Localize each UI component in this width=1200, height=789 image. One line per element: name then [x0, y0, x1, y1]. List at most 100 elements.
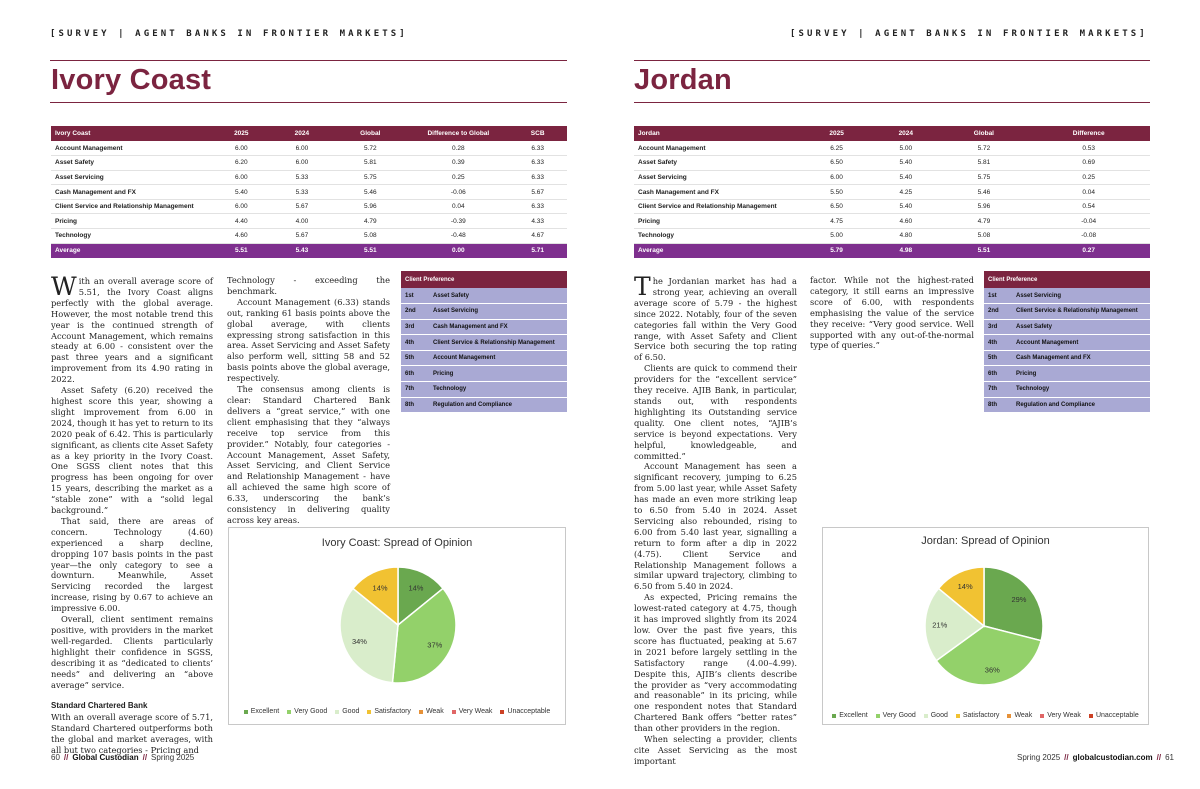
preference-label: Pricing — [429, 365, 567, 383]
table-cell: 5.96 — [332, 199, 409, 215]
rank-label: 4th — [984, 334, 1012, 351]
table-cell: 5.46 — [940, 184, 1028, 200]
legend-item: Very Weak — [451, 708, 492, 715]
legend-item: Weak — [418, 708, 444, 715]
table-cell: 0.39 — [408, 155, 509, 171]
table-cell: 4.75 — [802, 213, 872, 230]
table-cell: 6.00 — [271, 141, 333, 157]
table-cell: 5.46 — [332, 184, 409, 200]
legend-item: Unacceptable — [1088, 712, 1139, 719]
table-row: Client Service and Relationship Manageme… — [51, 199, 567, 215]
rank-label: 1st — [984, 288, 1012, 305]
row-label: Pricing — [51, 213, 211, 230]
table-cell: 4.60 — [871, 213, 941, 230]
table-cell: 5.75 — [940, 170, 1028, 186]
rank-label: 7th — [401, 381, 429, 398]
rank-label: 2nd — [984, 303, 1012, 320]
column-header: Difference — [1027, 126, 1150, 141]
header-rule — [634, 60, 1150, 61]
table-cell: 5.75 — [332, 170, 409, 186]
rank-label: 4th — [401, 334, 429, 351]
column-header: 2024 — [271, 126, 333, 141]
column-header: Jordan — [634, 126, 802, 141]
title-rule — [634, 102, 1150, 103]
legend-label: Very Weak — [1047, 712, 1081, 719]
paragraph: Overall, client sentiment remains positi… — [51, 614, 213, 690]
table-cell: 6.00 — [271, 155, 333, 171]
table-cell: 5.40 — [871, 170, 941, 186]
preference-label: Pricing — [1012, 365, 1150, 383]
table-cell: 5.40 — [871, 155, 941, 171]
table-row: Pricing 4.40 4.00 4.79 -0.39 4.33 — [51, 213, 567, 230]
row-label: Account Management — [51, 141, 211, 157]
table-cell: 4.80 — [871, 228, 941, 244]
pie-chart: Jordan: Spread of Opinion 29% 36% 21% 14% E… — [822, 527, 1149, 725]
legend-swatch — [451, 709, 456, 714]
chart-legend: Excellent Very Good Good Satisfactory Weak Ve… — [229, 708, 565, 715]
table-cell: 5.08 — [332, 228, 409, 244]
row-label: Account Management — [634, 141, 802, 157]
preference-label: Client Service & Relationship Management — [1012, 303, 1150, 320]
legend-item: Satisfactory — [367, 708, 411, 715]
preference-label: Asset Servicing — [429, 303, 567, 320]
list-item: 5th Account Management — [401, 350, 567, 367]
table-cell: 4.79 — [940, 213, 1028, 230]
chart-title: Jordan: Spread of Opinion — [921, 535, 1050, 547]
drop-cap: W — [51, 272, 77, 301]
legend-label: Unacceptable — [507, 708, 551, 715]
legend-item: Good — [923, 712, 948, 719]
list-item: 2nd Asset Servicing — [401, 303, 567, 320]
legend-swatch — [1040, 713, 1045, 718]
legend-label: Weak — [1014, 712, 1033, 719]
preference-header: Client Preference — [984, 271, 1150, 288]
data-label: 34% — [352, 637, 367, 646]
table-cell: 5.67 — [271, 199, 333, 215]
article-column-2: Technology - exceeding the benchmark. Ac… — [227, 275, 390, 526]
column-header: Ivory Coast — [51, 126, 211, 141]
pie-svg: 29% 36% 21% 14% — [924, 566, 1044, 686]
legend-swatch — [367, 709, 372, 714]
table-row: Asset Servicing 6.00 5.40 5.75 0.25 — [634, 170, 1150, 186]
table-cell: 5.00 — [871, 141, 941, 157]
preference-label: Technology — [429, 381, 567, 398]
legend-label: Unacceptable — [1095, 712, 1139, 719]
paragraph: Account Management (6.33) stands out, ra… — [227, 296, 390, 384]
row-label: Technology — [51, 228, 211, 244]
header-rule — [50, 60, 567, 61]
preference-label: Asset Safety — [1012, 319, 1150, 336]
legend-swatch — [875, 713, 880, 718]
data-label: 14% — [958, 582, 973, 591]
table-cell: 4.25 — [871, 184, 941, 200]
table-cell: 0.53 — [1027, 141, 1150, 157]
pie-slice-excellent — [397, 566, 445, 627]
publication-name: Global Custodian — [72, 753, 139, 762]
table-cell: 5.40 — [871, 199, 941, 215]
paragraph: Technology - exceeding the benchmark. — [227, 275, 390, 296]
website-label: globalcustodian.com — [1072, 753, 1153, 762]
legend-swatch — [1088, 713, 1093, 718]
row-label: Pricing — [634, 213, 802, 230]
row-label: Client Service and Relationship Manageme… — [51, 199, 211, 215]
paragraph: factor. While not the highest-rated cate… — [810, 275, 974, 351]
table-cell: 6.33 — [508, 141, 567, 157]
table-cell: 6.00 — [802, 170, 872, 186]
table-cell: 5.96 — [940, 199, 1028, 215]
page-footer: 60//Global Custodian//Spring 2025 — [51, 753, 194, 762]
pie-slice-satisfactory — [351, 566, 399, 627]
table-cell: 5.67 — [271, 228, 333, 244]
list-item: 4th Account Management — [984, 334, 1150, 351]
table-cell: 5.43 — [271, 243, 333, 259]
table-cell: 0.27 — [1027, 243, 1150, 259]
column-header: 2025 — [211, 126, 272, 141]
table-cell: 4.67 — [508, 228, 567, 244]
separator: // — [142, 753, 148, 762]
table-cell: 5.67 — [508, 184, 567, 200]
page-title: Jordan — [634, 64, 732, 96]
separator: // — [1156, 753, 1162, 762]
table-cell: 5.71 — [508, 243, 567, 259]
pie-slice-excellent — [983, 566, 1044, 642]
list-item: 2nd Client Service & Relationship Managem… — [984, 303, 1150, 320]
pie-slice-very-good — [391, 587, 457, 684]
